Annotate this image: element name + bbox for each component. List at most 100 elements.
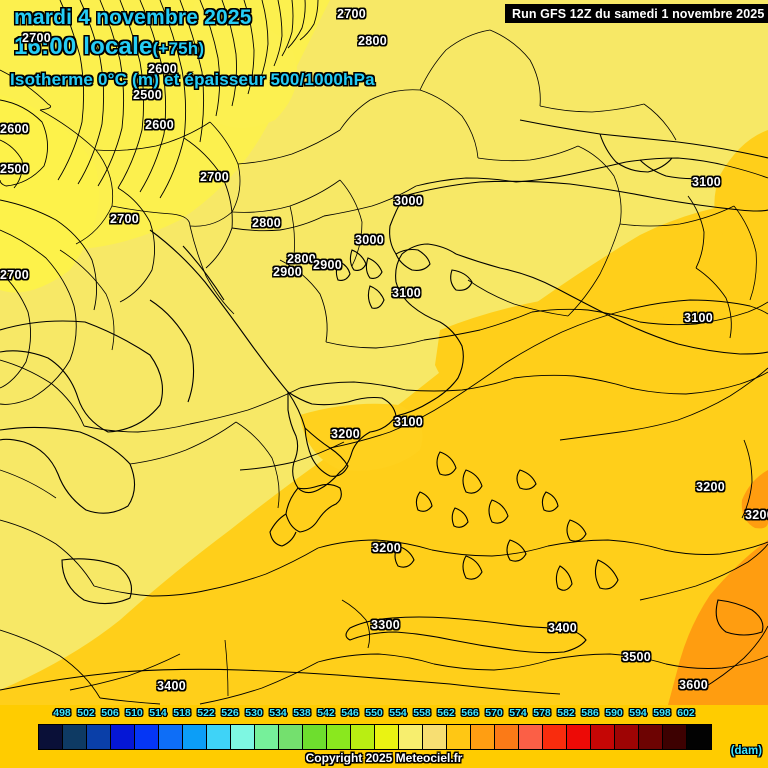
legend-swatch[interactable]: [207, 725, 231, 749]
contour-label: 2800: [287, 252, 317, 266]
legend-tick-label: 566: [461, 707, 479, 719]
legend-tick-label: 522: [197, 707, 215, 719]
legend-tick-label: 526: [221, 707, 239, 719]
legend-tick-label: 562: [437, 707, 455, 719]
contour-label: 3100: [692, 175, 722, 189]
legend-tick-label: 518: [173, 707, 191, 719]
legend-tick-label: 590: [605, 707, 623, 719]
forecast-time-value: 16:00 locale: [14, 33, 153, 60]
contour-label: 2600: [145, 118, 175, 132]
contour-label: 3300: [371, 618, 401, 632]
fill-band-orange-b: [741, 470, 768, 529]
legend-color-bar[interactable]: [38, 724, 712, 750]
contour-label: 2500: [0, 162, 30, 176]
legend-tick-label: 550: [365, 707, 383, 719]
legend-swatch[interactable]: [255, 725, 279, 749]
legend-swatch[interactable]: [351, 725, 375, 749]
coastlines-layer: [0, 119, 768, 695]
legend-tick-label: 582: [557, 707, 575, 719]
fill-band-golden-b: [714, 130, 768, 259]
weather-map[interactable]: mardi 4 novembre 2025 16:00 locale(+75h)…: [0, 0, 768, 705]
legend-unit-label: (dam): [730, 745, 762, 757]
legend-tick-label: 558: [413, 707, 431, 719]
legend-swatch[interactable]: [327, 725, 351, 749]
fill-band-yellow-c: [188, 0, 298, 128]
legend-swatch[interactable]: [663, 725, 687, 749]
parameter-label: Isotherme 0°C (m) et épaisseur 500/1000h…: [10, 70, 375, 89]
legend-swatch[interactable]: [567, 725, 591, 749]
legend-swatch[interactable]: [63, 725, 87, 749]
contour-label: 3500: [622, 650, 652, 664]
legend-tick-label: 578: [533, 707, 551, 719]
forecast-lead-time: (+75h): [152, 39, 205, 58]
legend-tick-label: 498: [53, 707, 71, 719]
copyright-label: Copyright 2025 Meteociel.fr: [305, 751, 463, 765]
legend-tick-label: 602: [677, 707, 695, 719]
legend-tick-label: 514: [149, 707, 167, 719]
contour-label: 2800: [252, 216, 282, 230]
legend-tick-label: 538: [293, 707, 311, 719]
legend-swatch[interactable]: [159, 725, 183, 749]
map-canvas: [0, 0, 768, 705]
contour-label: 2700: [0, 268, 30, 282]
fill-band-golden-c: [435, 298, 700, 420]
legend-swatch[interactable]: [87, 725, 111, 749]
contour-label: 3200: [696, 480, 726, 494]
contour-label: 3400: [548, 621, 578, 635]
legend-swatch[interactable]: [471, 725, 495, 749]
legend-tick-label: 574: [509, 707, 527, 719]
contour-label: 3200: [372, 541, 402, 555]
legend-swatch[interactable]: [423, 725, 447, 749]
legend-swatch[interactable]: [447, 725, 471, 749]
legend-tick-label: 502: [77, 707, 95, 719]
contour-label: 2700: [200, 170, 230, 184]
contour-label: 2600: [0, 122, 30, 136]
isotherm-contours-layer: [0, 0, 768, 705]
legend-tick-label: 506: [101, 707, 119, 719]
legend-swatch[interactable]: [519, 725, 543, 749]
forecast-date-label: mardi 4 novembre 2025: [14, 6, 252, 29]
contour-label: 3100: [392, 286, 422, 300]
legend-swatch[interactable]: [495, 725, 519, 749]
contour-label: 2700: [337, 7, 367, 21]
legend-swatch[interactable]: [231, 725, 255, 749]
legend-swatch[interactable]: [303, 725, 327, 749]
contour-label: 3000: [355, 233, 385, 247]
contour-label: 2700: [110, 212, 140, 226]
legend-swatch[interactable]: [39, 725, 63, 749]
legend-swatch[interactable]: [639, 725, 663, 749]
legend-swatch[interactable]: [687, 725, 711, 749]
legend-swatch[interactable]: [135, 725, 159, 749]
legend-tick-label: 554: [389, 707, 407, 719]
admin-borders-layer: [0, 29, 757, 697]
legend-swatch[interactable]: [543, 725, 567, 749]
contour-label: 2700: [22, 31, 52, 45]
legend-tick-label: 546: [341, 707, 359, 719]
contour-label: 3100: [684, 311, 714, 325]
legend-swatch[interactable]: [279, 725, 303, 749]
legend-tick-label: 598: [653, 707, 671, 719]
legend-swatch[interactable]: [375, 725, 399, 749]
legend-tick-label: 586: [581, 707, 599, 719]
contour-label: 2800: [358, 34, 388, 48]
legend-tick-label: 510: [125, 707, 143, 719]
legend-tick-label: 530: [245, 707, 263, 719]
contour-label: 2600: [148, 62, 178, 76]
legend-swatch[interactable]: [615, 725, 639, 749]
legend-tick-label: 594: [629, 707, 647, 719]
legend-swatch[interactable]: [183, 725, 207, 749]
contour-label: 3200: [331, 427, 361, 441]
contour-label: 3600: [679, 678, 709, 692]
model-run-label: Run GFS 12Z du samedi 1 novembre 2025: [512, 7, 765, 21]
contour-label: 3400: [157, 679, 187, 693]
legend-swatch[interactable]: [399, 725, 423, 749]
legend-tick-labels: 498 502 506 510 514 518 522 526 530 534 538 542 546 5…: [0, 707, 768, 723]
forecast-time-label: 16:00 locale(+75h): [14, 33, 204, 61]
legend-swatch[interactable]: [111, 725, 135, 749]
legend-tick-label: 542: [317, 707, 335, 719]
model-run-banner: Run GFS 12Z du samedi 1 novembre 2025: [505, 4, 768, 23]
legend-swatch[interactable]: [591, 725, 615, 749]
contour-label: 3200: [745, 508, 768, 522]
legend-panel: 498 502 506 510 514 518 522 526 530 534 538 542 546 5…: [0, 705, 768, 768]
